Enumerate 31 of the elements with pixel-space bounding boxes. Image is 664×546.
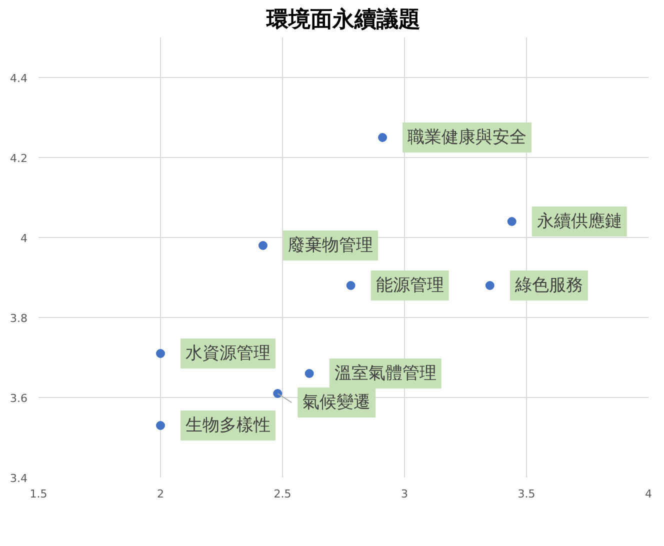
y-tick-label: 4.2 [10,152,28,165]
point [258,241,268,250]
data-label: 氣候變遷 [302,392,371,412]
data-label: 水資源管理 [186,344,270,364]
y-tick-label: 3.6 [10,392,28,405]
y-tick-label: 3.8 [10,312,28,325]
data-label: 能源管理 [376,276,444,296]
x-tick-label: 3 [401,488,408,500]
point [273,389,282,398]
x-tick-label: 3.5 [518,488,536,500]
point [304,369,314,378]
x-tick-label: 1.5 [30,488,48,500]
point [378,133,388,142]
x-tick-label: 2.5 [274,488,292,500]
point [156,349,165,358]
data-label: 廢棄物管理 [288,236,373,256]
x-tick-label: 4 [645,488,652,500]
point [507,217,516,226]
chart-title: 環境面永續議題 [266,6,420,32]
y-tick-label: 3.4 [10,472,28,485]
point [485,281,494,290]
y-tick-label: 4 [20,232,28,245]
data-label: 職業健康與安全 [408,128,527,148]
point [346,281,356,290]
x-tick-label: 2 [157,488,164,500]
data-label: 綠色服務 [514,276,583,296]
data-label: 溫室氣體管理 [334,364,436,384]
data-label: 永續供應鏈 [536,212,622,232]
point [156,421,165,430]
data-label: 生物多樣性 [186,416,270,436]
y-tick-label: 4.4 [10,72,28,85]
